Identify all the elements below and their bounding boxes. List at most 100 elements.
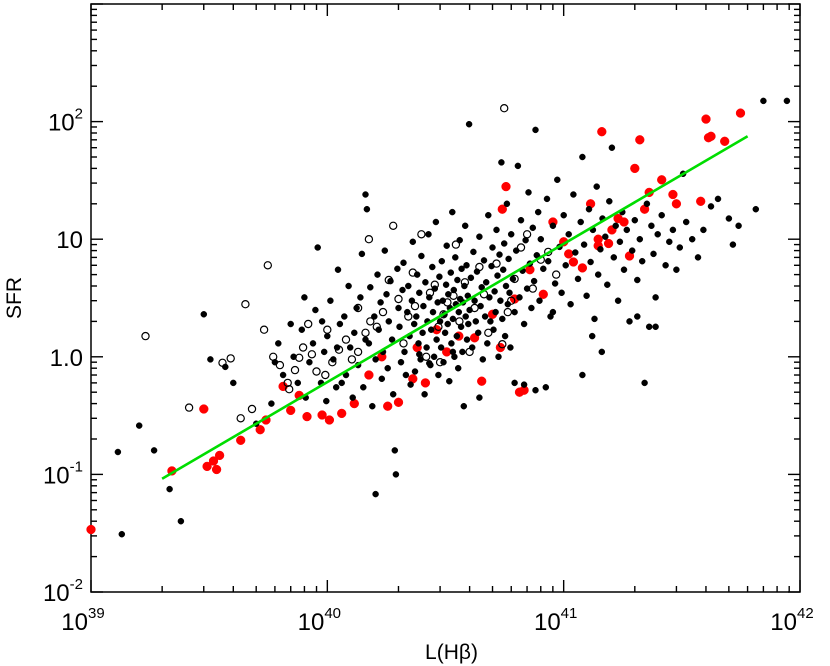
black-point (725, 215, 733, 222)
black-point (333, 344, 341, 351)
black-point (407, 381, 414, 388)
open-point (522, 230, 532, 239)
black-point (320, 348, 328, 356)
black-point (465, 120, 473, 128)
red-point (477, 376, 487, 386)
black-point (440, 358, 447, 366)
open-point (361, 328, 370, 337)
red-point (364, 370, 374, 380)
black-point (643, 200, 651, 208)
black-point (482, 279, 490, 286)
open-point (399, 339, 408, 348)
black-point (400, 259, 407, 267)
black-point (486, 294, 493, 301)
black-point (579, 153, 586, 161)
open-point (263, 261, 272, 270)
black-point (652, 323, 659, 331)
x-tick-label: 1039 (61, 605, 104, 636)
black-point (707, 203, 715, 210)
red-point (255, 425, 265, 435)
red-point (86, 524, 96, 535)
black-point (309, 340, 317, 347)
y-axis-title: SFR (3, 277, 26, 319)
red-point (383, 401, 393, 411)
labels-group: 1039 1040 1041 1042 10-2 10-1 1.0 10 102 L(Hβ) SFR (3, 106, 814, 664)
black-point (471, 297, 478, 304)
open-point (347, 355, 357, 364)
black-point (492, 308, 499, 316)
black-point (499, 315, 506, 323)
red-point (236, 435, 246, 445)
black-point (505, 255, 512, 263)
black-point (341, 313, 348, 320)
open-point (312, 367, 321, 376)
black-point (537, 235, 545, 243)
black-point (511, 308, 518, 316)
black-point (222, 363, 229, 371)
black-point (411, 368, 419, 375)
black-point (579, 371, 586, 379)
black-point (114, 448, 122, 456)
open-point (298, 343, 308, 352)
black-point (432, 218, 440, 226)
black-point (520, 320, 528, 328)
black-point (481, 313, 489, 320)
plot-frame (90, 3, 801, 593)
black-point (652, 294, 659, 301)
black-point (336, 320, 344, 328)
black-point (413, 271, 421, 278)
red-point (317, 410, 327, 420)
black-point (436, 273, 443, 280)
red-point (603, 238, 614, 249)
black-point (669, 226, 677, 234)
x-tick-label: 1040 (298, 605, 341, 636)
black-point (612, 222, 619, 230)
open-point (241, 300, 250, 309)
black-point (534, 208, 542, 216)
black-point (501, 332, 509, 340)
black-point (338, 379, 345, 387)
black-point (271, 358, 279, 366)
black-point (454, 276, 461, 284)
black-point (480, 257, 488, 264)
red-point (324, 415, 335, 425)
black-point (395, 304, 402, 312)
black-point (567, 300, 574, 308)
black-point (498, 159, 505, 166)
open-point (410, 301, 420, 311)
black-point (345, 282, 352, 290)
black-point (574, 275, 582, 283)
black-point (468, 344, 476, 351)
black-point (450, 286, 458, 294)
black-point (275, 340, 282, 347)
black-point (714, 195, 722, 203)
black-point (688, 235, 696, 243)
black-point (422, 279, 429, 286)
black-point (549, 308, 557, 316)
black-point (413, 313, 420, 320)
black-point (456, 236, 463, 244)
black-point (431, 285, 439, 292)
black-point (346, 344, 354, 351)
black-point (602, 233, 609, 240)
black-point (268, 400, 275, 407)
black-point (532, 126, 539, 134)
x-axis-title: L(Hβ) (425, 641, 478, 664)
black-point (455, 308, 463, 316)
black-point (449, 315, 457, 323)
black-point (401, 348, 408, 356)
black-point (349, 394, 356, 401)
red-point (635, 135, 645, 145)
black-point (404, 308, 411, 316)
y-tick-label: 10 (56, 227, 83, 254)
black-point (389, 391, 397, 398)
black-point (444, 320, 451, 328)
black-point (631, 216, 639, 224)
black-point (700, 226, 707, 234)
red-point (657, 175, 667, 185)
black-point (458, 265, 465, 273)
black-point (608, 144, 616, 151)
black-point (551, 280, 559, 287)
black-point (489, 244, 496, 251)
open-point (389, 221, 398, 230)
